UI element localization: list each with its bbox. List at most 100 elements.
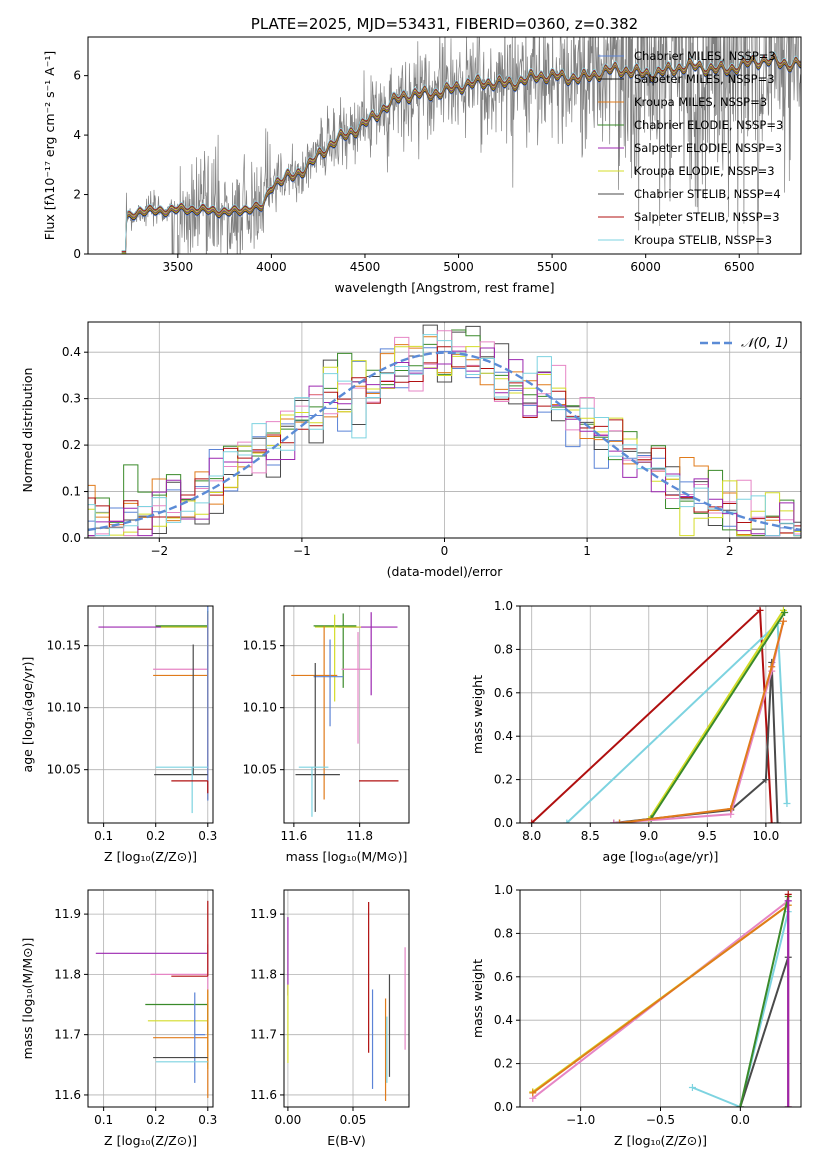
x-tick-label: 10.0 [753,829,780,843]
x-tick-label: 0.2 [146,1113,165,1127]
y-tick-label: 1.0 [494,599,513,613]
y-tick-label: 4 [73,128,81,142]
x-axis-label: E(B-V) [327,1133,366,1148]
histogram-8 [88,334,801,537]
legend-label-1: Salpeter MILES, NSSP=3 [634,72,775,86]
y-tick-label: 0.0 [494,816,513,830]
axes-frame [87,605,214,824]
y-tick-label: 11.8 [250,967,277,981]
x-tick-label: 8.0 [522,829,541,843]
plot-area [88,322,801,538]
y-tick-label: 0.0 [494,1100,513,1114]
axes-sfh-age: 8.0 8.5 9.0 9.5 10.0 0.0 0.2 0.4 0.6 0.8 1.0 age [l… [470,599,802,864]
legend-label-5: Kroupa ELODIE, NSSP=3 [634,164,775,178]
x-tick-label: 5000 [443,260,474,274]
x-tick-label: 0.2 [146,829,165,843]
x-tick-label: 6500 [724,260,755,274]
axes-frame [283,889,410,1108]
y-tick-label: 11.9 [250,907,277,921]
y-tick-label: 0.6 [494,970,513,984]
x-tick-label: 1 [583,544,591,558]
y-tick-label: 11.9 [54,907,81,921]
x-tick-label: 0 [441,544,449,558]
plot-area [520,890,801,1107]
chart-title: PLATE=2025, MJD=53431, FIBERID=0360, z=0… [251,15,638,33]
legend-label-8: Kroupa STELIB, NSSP=3 [634,233,772,247]
sfh-line-4 [613,662,779,823]
sfh-marker-1 [783,799,791,807]
x-axis-label: age [log₁₀(age/yr)] [603,849,719,864]
plot-area [121,37,801,254]
axes-frame [87,321,802,539]
x-tick-label: 3500 [163,260,194,274]
x-tick-label: 11.8 [346,829,373,843]
y-axis-label: mass weight [470,959,485,1038]
sfh-marker-0 [756,606,764,614]
y-tick-label: 10.10 [47,701,81,715]
y-tick-label: 0.2 [62,438,81,452]
x-axis-label: Z [log₁₀(Z/Z⊙)] [614,1133,707,1148]
sfh-marker-0 [768,819,776,823]
sfh-marker-1 [563,819,571,823]
x-axis-label: Z [log₁₀(Z/Z⊙)] [104,849,197,864]
y-tick-label: 1.0 [494,883,513,897]
legend-label-4: Salpeter ELODIE, NSSP=3 [634,141,782,155]
y-tick-label: 0.2 [494,1057,513,1071]
x-tick-label: −2 [150,544,168,558]
axes-frame [87,36,802,255]
y-tick-label: 0 [73,247,81,261]
axes-mass-vs-Z: 0.1 0.2 0.3 11.6 11.7 11.8 11.9 Z [log₁₀(Z/Z⊙)]… [20,889,217,1148]
y-tick-label: 0.4 [494,1013,513,1027]
legend-label: 𝒩(0, 1) [741,336,788,351]
y-tick-label: 0.6 [494,686,513,700]
y-tick-label: 0.4 [494,729,513,743]
y-tick-label: 11.7 [250,1028,277,1042]
y-tick-label: 0.4 [62,345,81,359]
sfh-marker-6 [616,819,624,823]
gridlines [88,322,801,538]
y-tick-label: 11.6 [250,1088,277,1102]
y-tick-label: 0.8 [494,926,513,940]
x-tick-label: 2 [726,544,734,558]
axes-frame [283,605,410,824]
plot-area [88,606,213,823]
y-tick-label: 11.6 [54,1088,81,1102]
x-tick-label: 8.5 [581,829,600,843]
x-tick-label: 5500 [537,260,568,274]
axes-spectrum: 3500 4000 4500 5000 5500 6000 6500 0 2 4 6 waveleng… [42,15,802,295]
axes-mass-vs-ebv: 0.00 0.05 11.6 11.7 11.8 11.9 E(B-V) [250,889,410,1148]
sfh-marker-6 [779,617,787,625]
x-tick-label: 4000 [256,260,287,274]
legend-label-6: Chabrier STELIB, NSSP=4 [634,187,781,201]
sfh-line-5 [739,896,790,1107]
plot-area [284,890,409,1107]
gridlines [284,890,409,1107]
x-tick-label: 6000 [630,260,661,274]
x-axis-label: wavelength [Angstrom, rest frame] [334,280,554,295]
sfh-marker-2 [529,1089,537,1097]
y-tick-label: 0.0 [62,531,81,545]
y-tick-label: 0.3 [62,392,81,406]
sfh-marker-5 [610,819,618,823]
y-tick-label: 10.15 [243,639,277,653]
x-axis-label: mass [log₁₀(M/M⊙)] [286,849,408,864]
x-tick-label: 0.00 [275,1113,302,1127]
y-tick-label: 10.15 [47,639,81,653]
legend-label-3: Chabrier ELODIE, NSSP=3 [634,118,783,132]
y-axis-label: Flux [fλ10⁻¹⁷ erg cm⁻² s⁻¹ A⁻¹] [42,51,57,240]
sfh-marker-4 [762,776,770,784]
plot-area [284,606,409,823]
y-tick-label: 0.2 [494,773,513,787]
y-axis-label: age [log₁₀(age/yr)] [20,657,35,773]
legend-label-0: Chabrier MILES, NSSP=3 [634,49,776,63]
x-tick-label: 0.0 [731,1113,750,1127]
y-tick-label: 0.1 [62,485,81,499]
sfh-line-2 [532,904,789,1094]
axes-sfh-Z: −1.0 −0.5 0.0 0.0 0.2 0.4 0.6 0.8 1.0 Z [log₁₀(Z/… [470,883,802,1148]
axes-frame [87,889,214,1108]
legend-label-2: Kroupa MILES, NSSP=3 [634,95,767,109]
sfh-marker-6 [727,805,735,813]
x-tick-label: 9.0 [639,829,658,843]
sfh-marker-6 [784,890,792,898]
